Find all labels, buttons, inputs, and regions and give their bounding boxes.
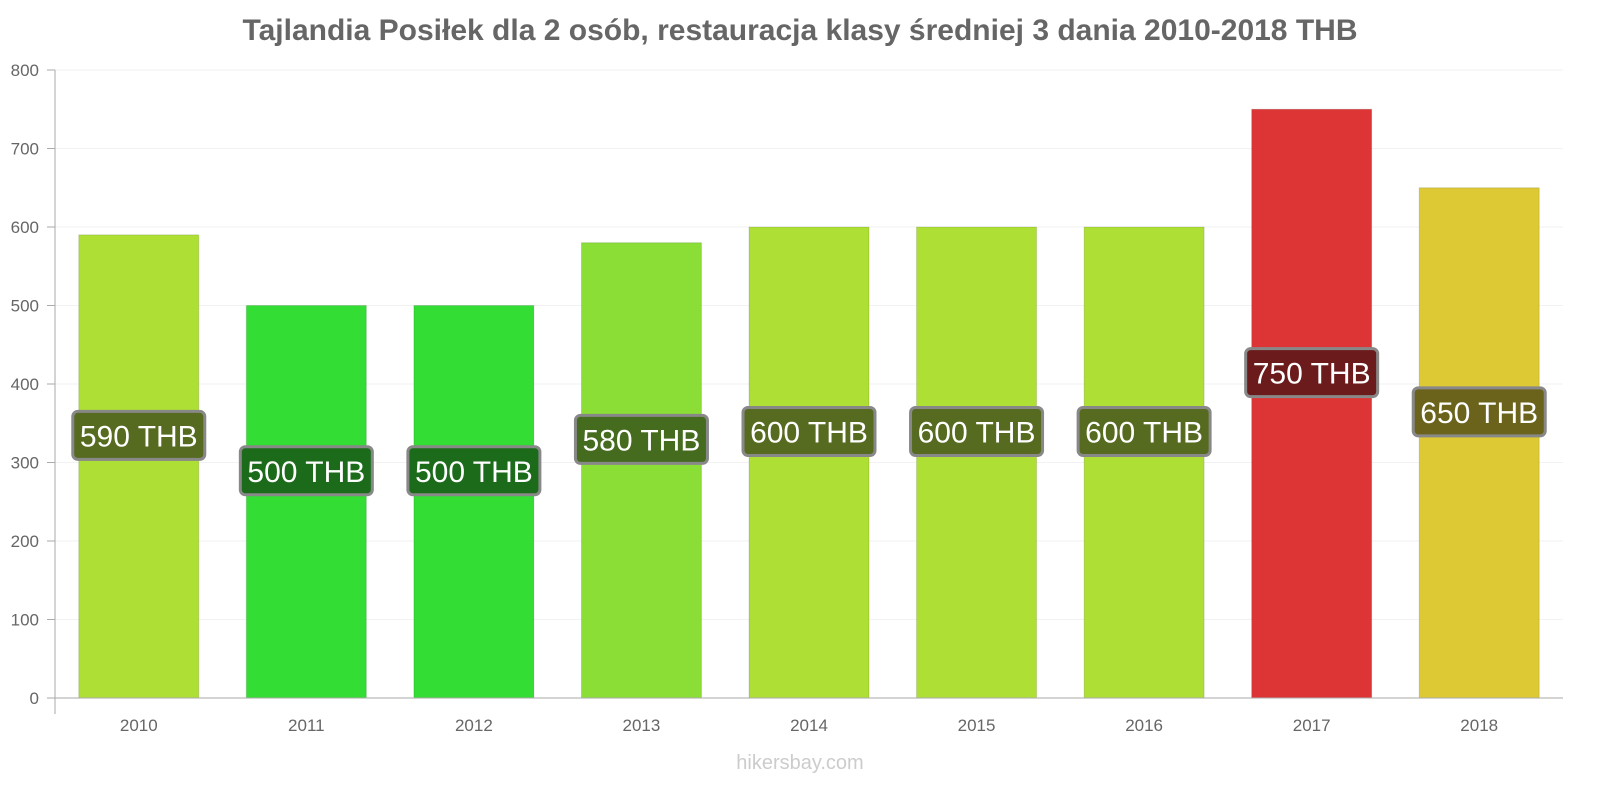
data-label-box bbox=[406, 445, 542, 497]
bar bbox=[1083, 226, 1205, 699]
bar bbox=[916, 226, 1038, 699]
data-label: 600 THB bbox=[918, 417, 1036, 450]
data-label: 500 THB bbox=[247, 456, 365, 489]
data-label: 600 THB bbox=[1085, 417, 1203, 450]
data-label: 500 THB bbox=[415, 456, 533, 489]
y-tick-label: 0 bbox=[30, 689, 39, 708]
bar bbox=[1418, 187, 1540, 699]
y-tick-label: 600 bbox=[11, 218, 39, 237]
data-label-box bbox=[71, 409, 207, 461]
x-tick-label: 2018 bbox=[1460, 716, 1498, 735]
y-tick-label: 300 bbox=[11, 454, 39, 473]
data-label-box bbox=[1411, 386, 1547, 438]
data-label-box bbox=[741, 406, 877, 457]
x-tick-label: 2013 bbox=[623, 716, 661, 735]
bar bbox=[580, 242, 702, 699]
x-tick-label: 2010 bbox=[120, 716, 158, 735]
x-tick-label: 2011 bbox=[288, 716, 325, 735]
data-label-box bbox=[1076, 406, 1212, 457]
bar bbox=[78, 234, 200, 699]
y-tick-label: 700 bbox=[11, 140, 39, 159]
y-tick-label: 200 bbox=[11, 532, 39, 551]
x-tick-label: 2017 bbox=[1293, 716, 1331, 735]
data-label: 600 THB bbox=[750, 417, 868, 450]
x-tick-label: 2015 bbox=[958, 716, 996, 735]
data-label: 650 THB bbox=[1420, 397, 1538, 430]
x-tick-label: 2012 bbox=[455, 716, 493, 735]
data-label: 580 THB bbox=[583, 424, 701, 457]
bar bbox=[413, 305, 535, 699]
data-label-box bbox=[909, 406, 1045, 457]
y-tick-label: 100 bbox=[11, 611, 39, 630]
y-tick-label: 800 bbox=[11, 61, 39, 80]
watermark: hikersbay.com bbox=[736, 752, 864, 774]
x-tick-label: 2016 bbox=[1125, 716, 1163, 735]
data-label: 750 THB bbox=[1253, 358, 1371, 391]
data-label-box bbox=[238, 445, 374, 497]
y-tick-label: 400 bbox=[11, 375, 39, 394]
x-tick-label: 2014 bbox=[790, 716, 828, 735]
y-tick-label: 500 bbox=[11, 297, 39, 316]
bar bbox=[245, 305, 367, 699]
bar bbox=[748, 226, 870, 699]
data-label-box bbox=[573, 413, 709, 465]
data-label: 590 THB bbox=[80, 420, 198, 453]
data-label-box bbox=[1244, 347, 1380, 399]
bar bbox=[1251, 108, 1373, 699]
chart-title: Tajlandia Posiłek dla 2 osób, restauracj… bbox=[242, 14, 1358, 47]
